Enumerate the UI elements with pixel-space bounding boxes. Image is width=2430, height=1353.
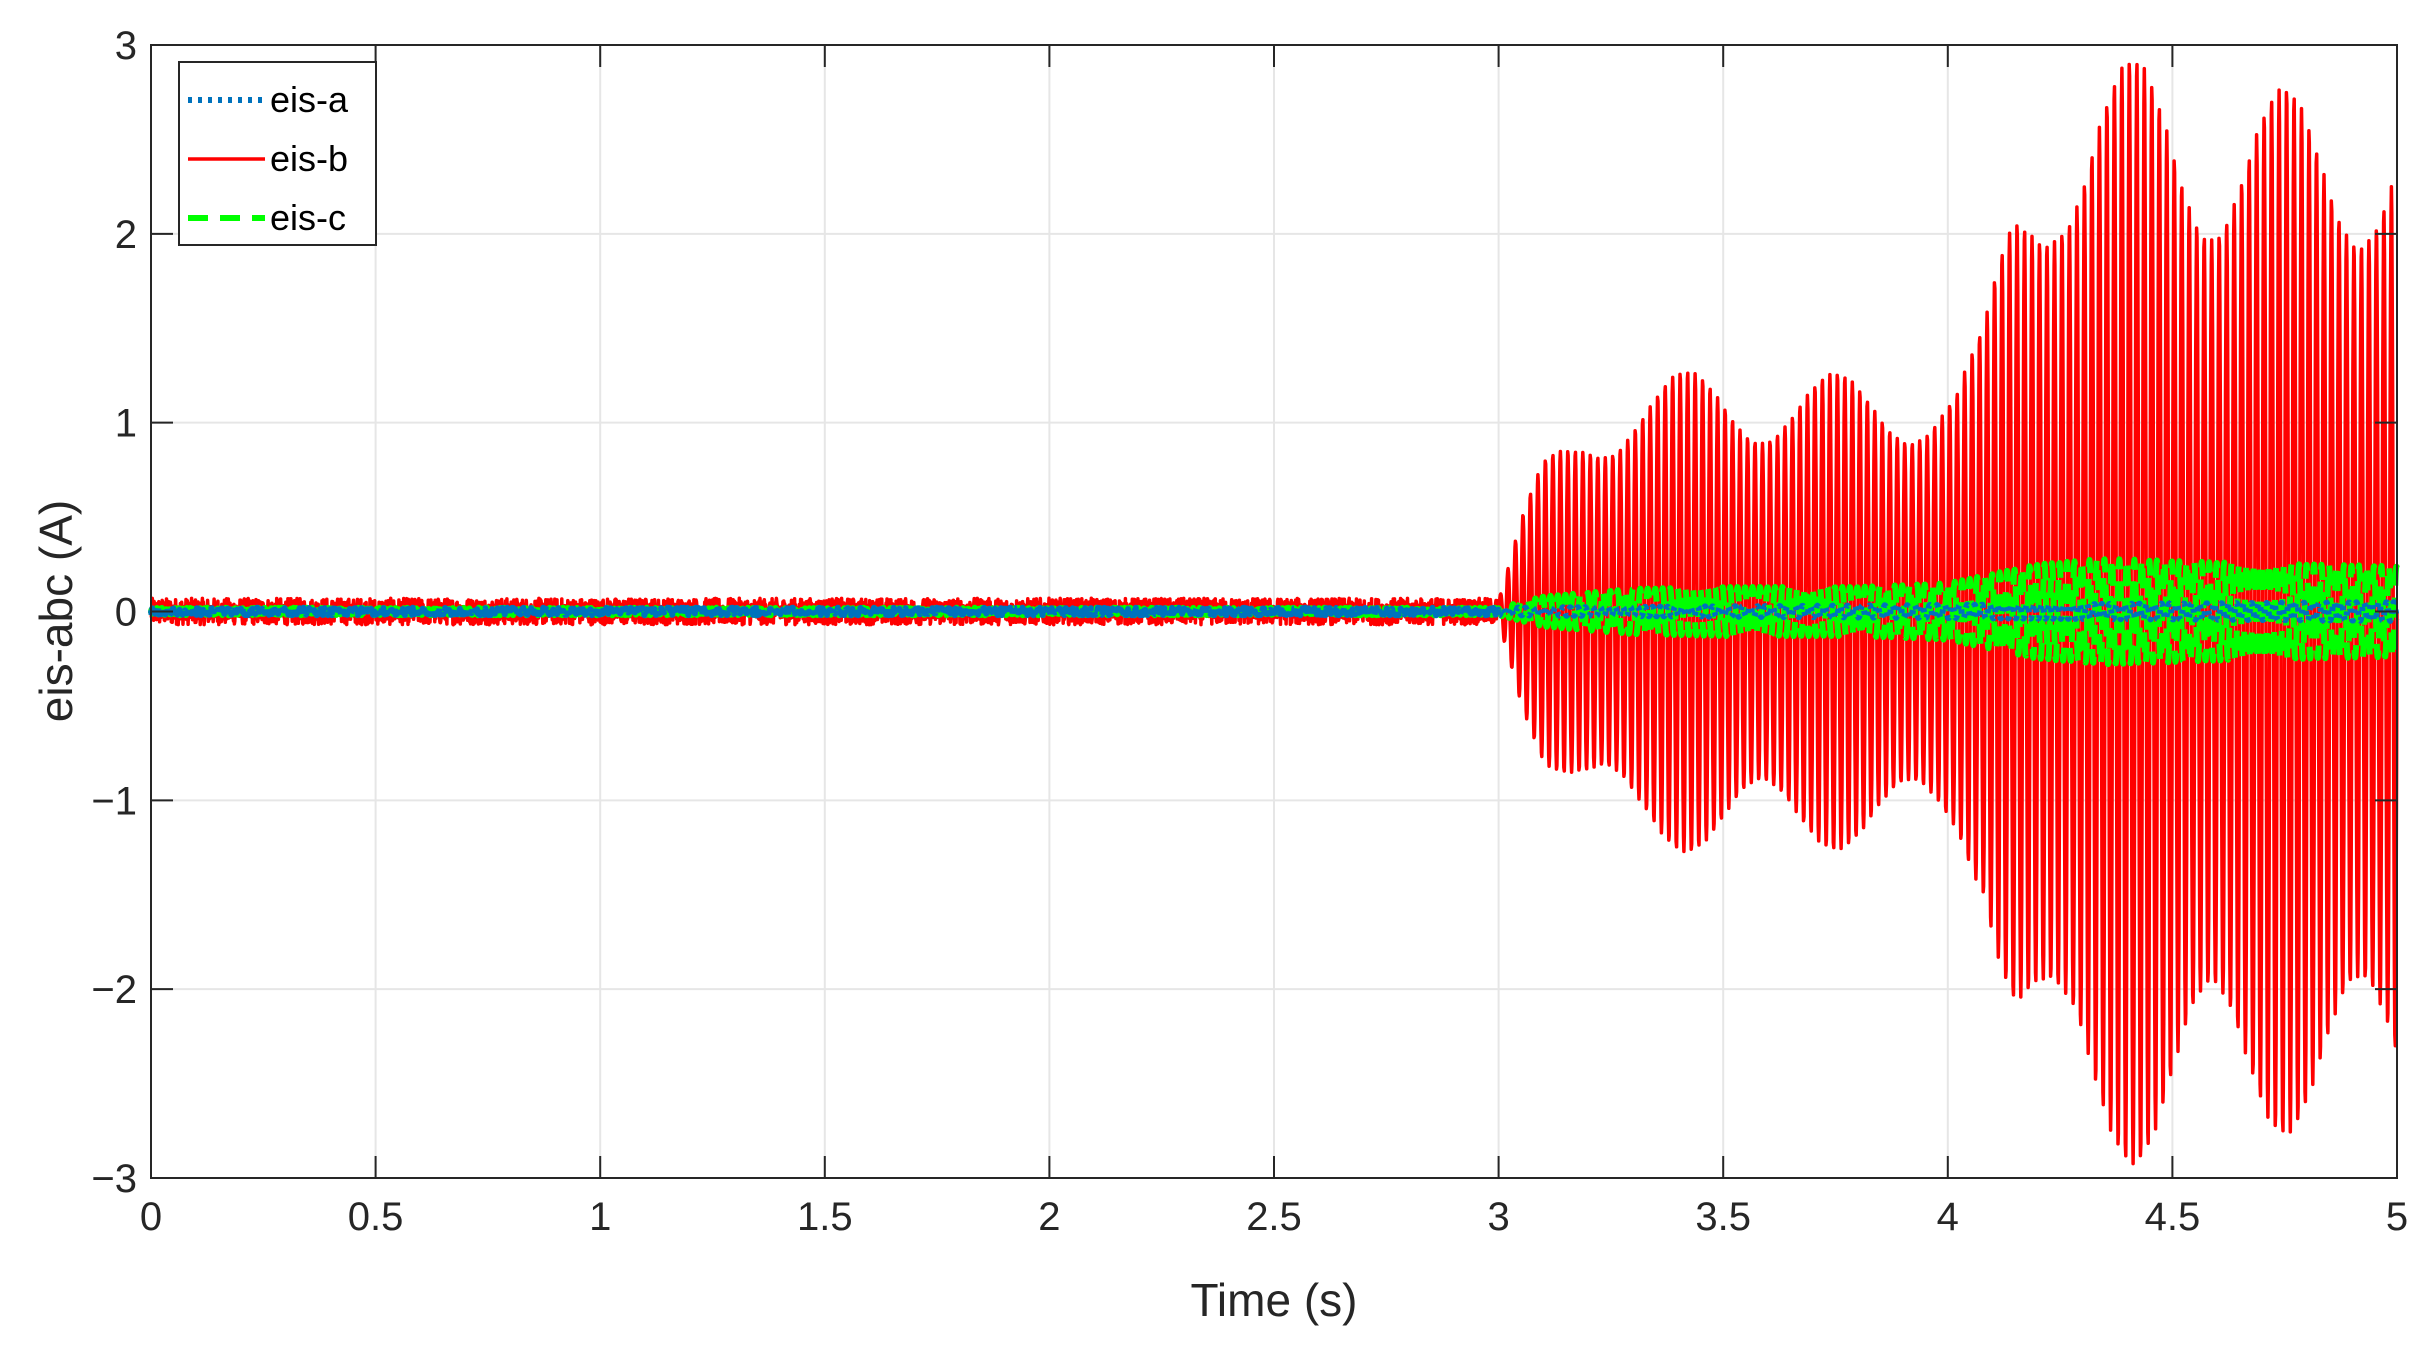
x-tick-label: 5 <box>2386 1195 2408 1239</box>
series-layer <box>148 62 2400 1166</box>
y-axis-title: eis-abc (A) <box>30 500 82 722</box>
y-tick-label: −2 <box>91 968 137 1012</box>
y-tick-label: −3 <box>91 1157 137 1201</box>
x-tick-label: 1 <box>589 1195 611 1239</box>
y-tick-label: 2 <box>115 213 137 257</box>
legend-label-eis-b: eis-b <box>270 138 348 179</box>
y-tick-label: 0 <box>115 591 137 635</box>
series-line-eis-a <box>148 599 2400 624</box>
x-tick-label: 4 <box>1937 1195 1959 1239</box>
y-tick-label: 3 <box>115 24 137 68</box>
y-tick-label: −1 <box>91 779 137 823</box>
ticks: 0 0.5 1 1.5 2 2.5 3 3.5 4 4.5 5 −3 −2 −1 0 1 2 3 <box>91 24 2408 1239</box>
y-tick-label: 1 <box>115 402 137 446</box>
x-tick-label: 3 <box>1487 1195 1509 1239</box>
x-tick-label: 1.5 <box>797 1195 853 1239</box>
x-tick-label: 0 <box>140 1195 162 1239</box>
x-tick-label: 0.5 <box>348 1195 404 1239</box>
legend-box <box>178 61 377 246</box>
x-tick-label: 2 <box>1038 1195 1060 1239</box>
x-axis-title: Time (s) <box>1191 1274 1358 1326</box>
legend-label-eis-a: eis-a <box>270 79 349 120</box>
x-tick-label: 3.5 <box>1695 1195 1751 1239</box>
legend-label-eis-c: eis-c <box>270 197 346 238</box>
x-tick-label: 2.5 <box>1246 1195 1302 1239</box>
x-tick-label: 4.5 <box>2145 1195 2201 1239</box>
legend: eis-a eis-b eis-c <box>178 61 377 246</box>
